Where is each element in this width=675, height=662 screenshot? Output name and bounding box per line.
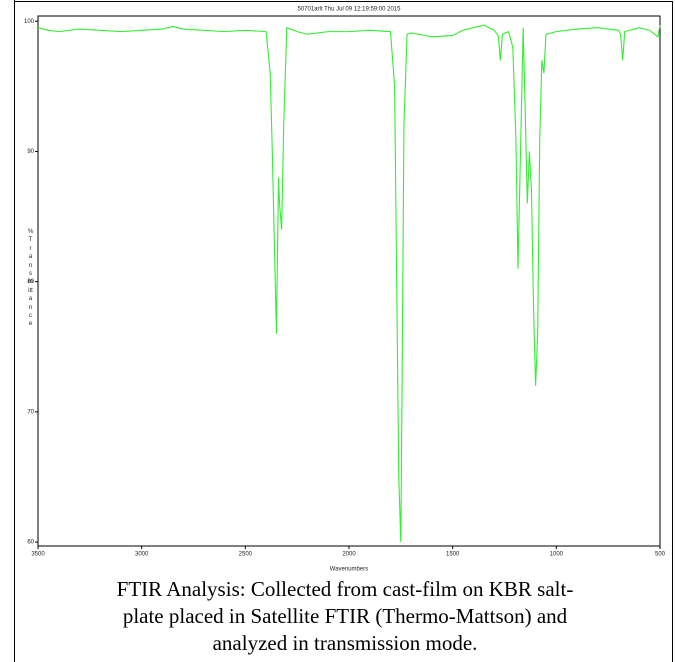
x-tick-label: 500 bbox=[655, 552, 666, 558]
caption: FTIR Analysis: Collected from cast-film … bbox=[20, 576, 670, 657]
spectrum-line bbox=[37, 24, 661, 543]
y-tick-label: 70 bbox=[27, 409, 34, 415]
y-tick-label: 60 bbox=[27, 540, 34, 546]
y-tick-label: 100 bbox=[24, 19, 35, 25]
plot-area bbox=[37, 15, 661, 547]
y-axis-label: % Transmittance bbox=[28, 229, 34, 328]
x-tick-label: 1500 bbox=[446, 552, 460, 558]
caption-line: plate placed in Satellite FTIR (Thermo-M… bbox=[122, 604, 568, 628]
x-axis-label: Wavenumbers bbox=[330, 567, 368, 573]
x-tick-label: 3000 bbox=[135, 552, 149, 558]
caption-line: FTIR Analysis: Collected from cast-film … bbox=[116, 577, 574, 601]
x-tick-label: 2500 bbox=[239, 552, 253, 558]
y-tick-label: 90 bbox=[27, 149, 34, 155]
x-tick-label: 3500 bbox=[31, 552, 45, 558]
y-tick-label: 80 bbox=[27, 279, 34, 285]
x-tick-label: 1000 bbox=[550, 552, 564, 558]
x-tick-label: 2000 bbox=[342, 552, 356, 558]
chart-title: 50701arlt Thu Jul 09 12:19:59:00 2015 bbox=[298, 7, 402, 13]
caption-line: analyzed in transmission mode. bbox=[212, 631, 478, 655]
